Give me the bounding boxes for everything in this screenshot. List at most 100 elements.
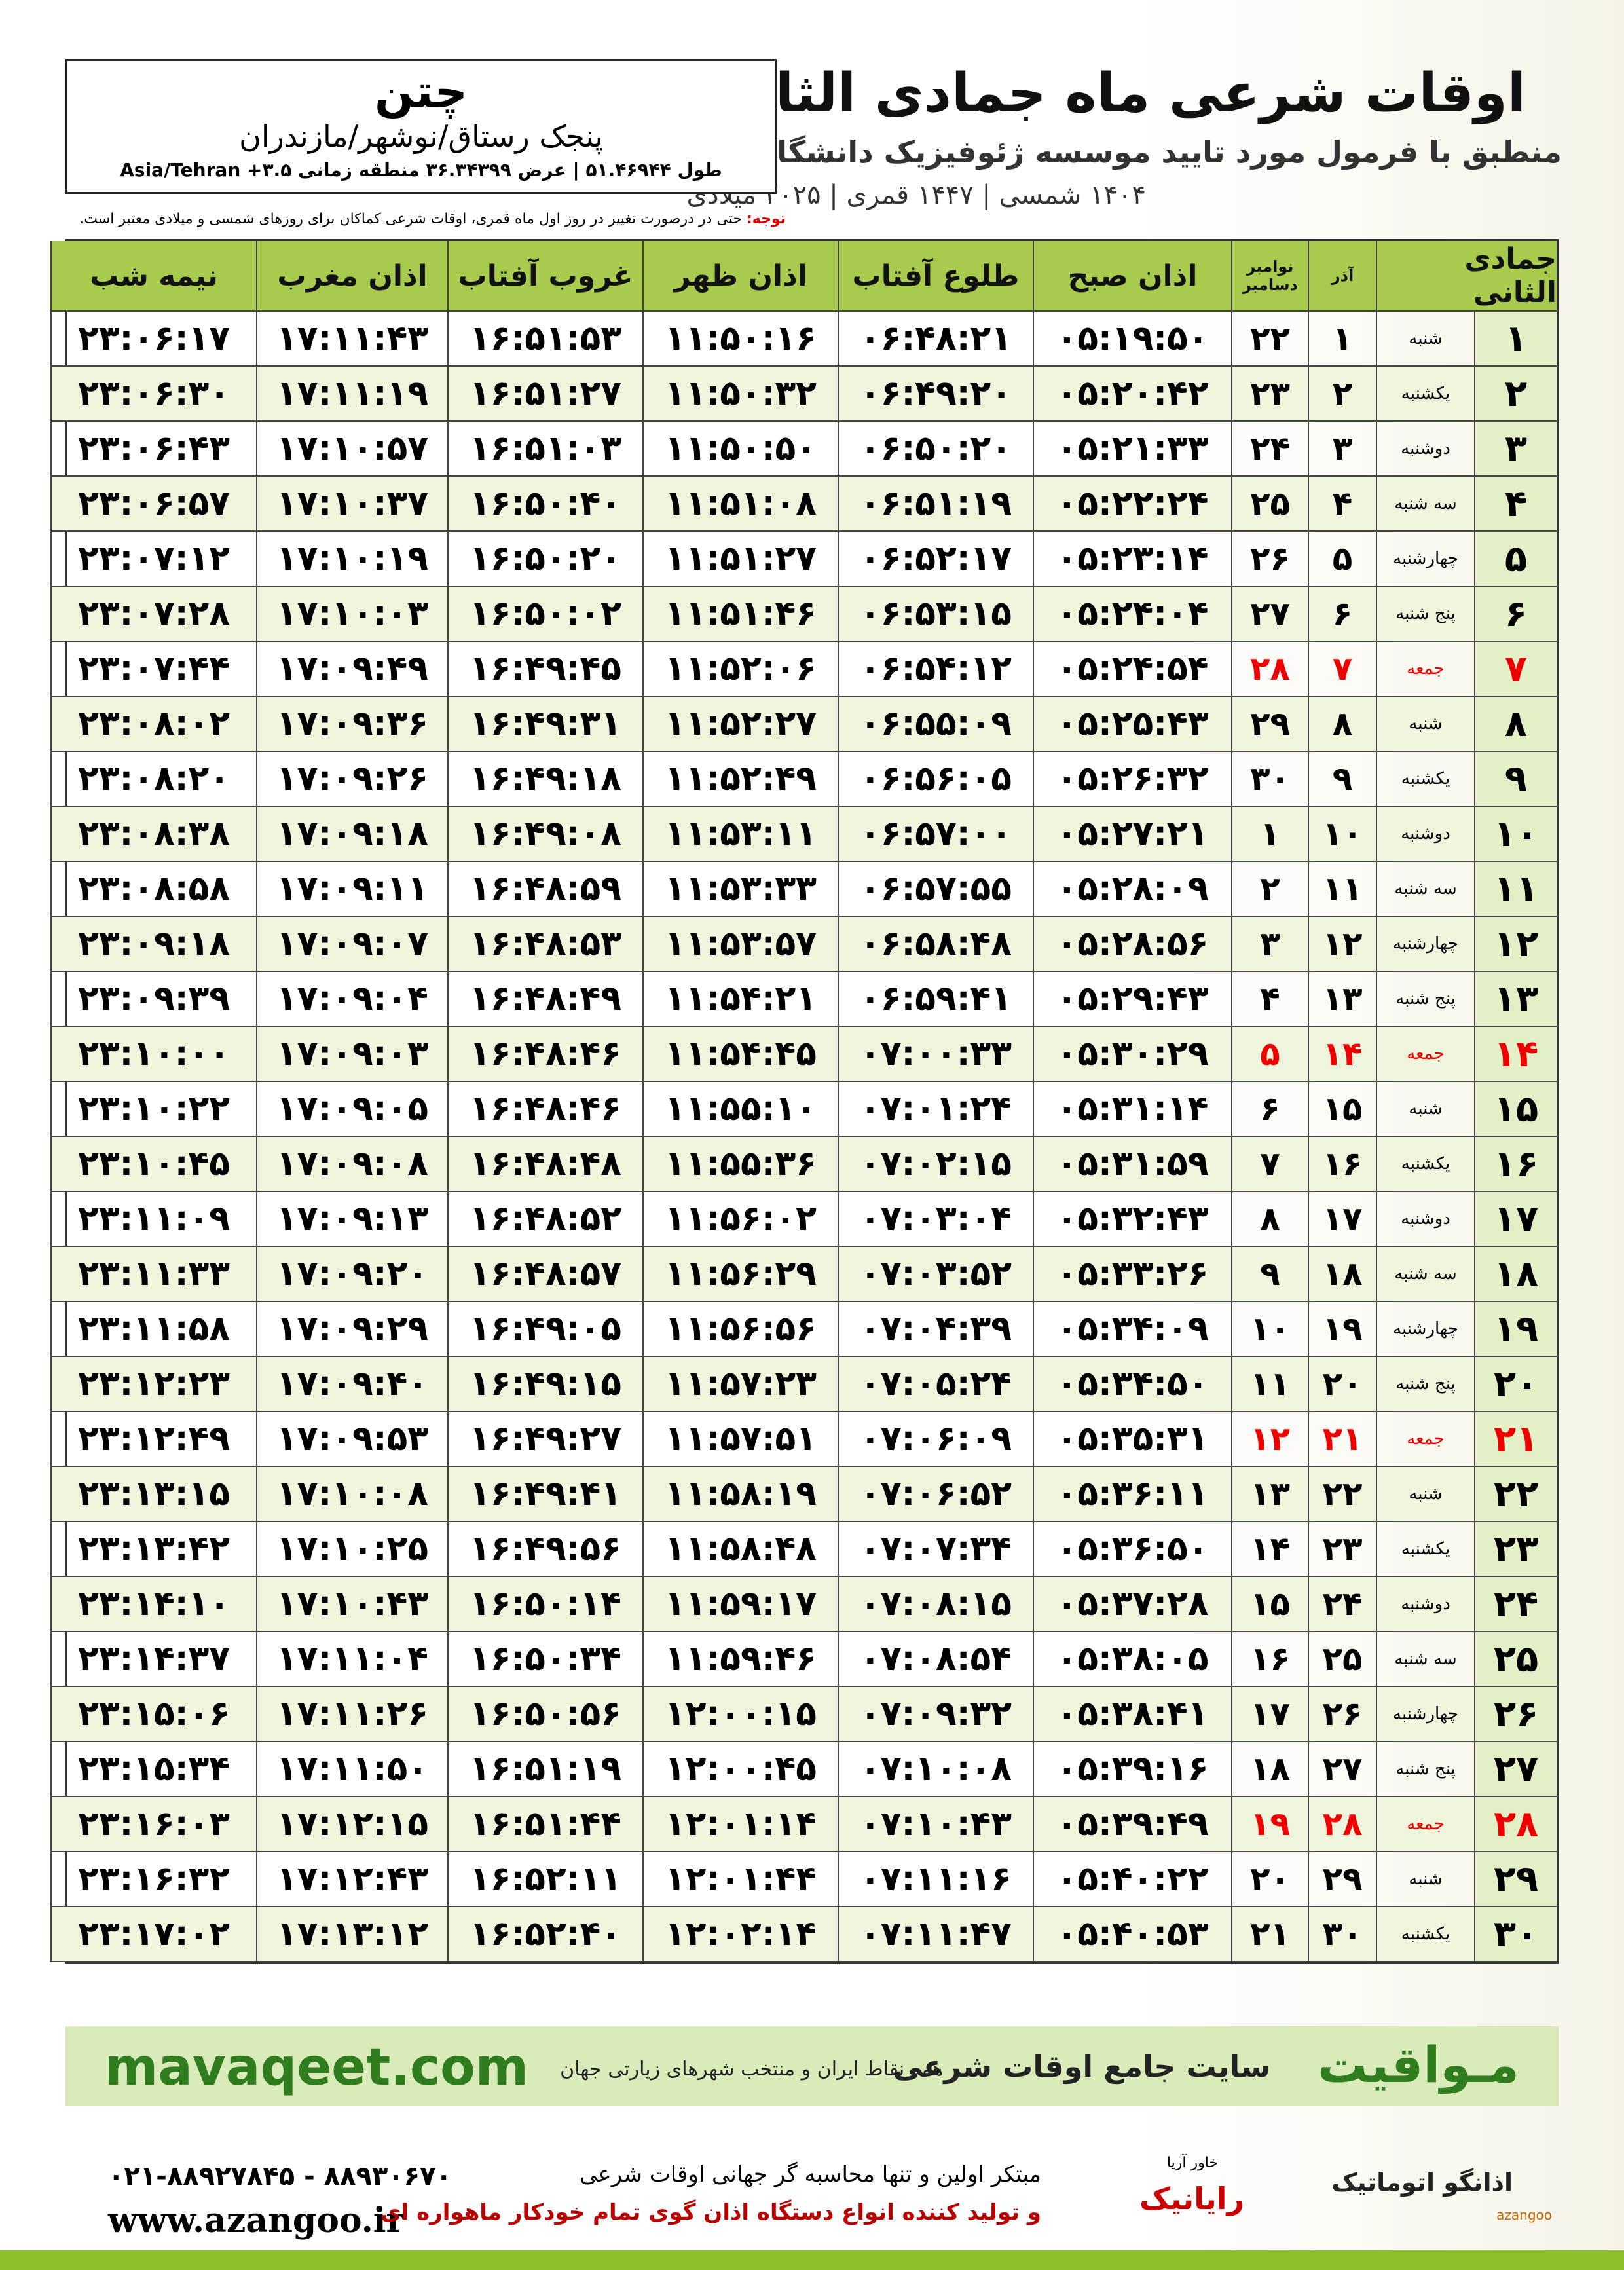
time-cell: ۱۷:۰۹:۱۳ [256, 1192, 447, 1247]
title: اوقات شرعی ماه جمادی الثانی [701, 62, 1526, 124]
time-cell: ۲۳:۰۹:۱۸ [50, 917, 256, 972]
time-cell: ۱۱:۵۰:۱۶ [642, 312, 838, 367]
day-cell: ۳ [1474, 422, 1557, 477]
time-cell: ۱۱:۵۸:۱۹ [642, 1467, 838, 1522]
time-cell: ۲۳:۰۶:۱۷ [50, 312, 256, 367]
greg-cell: ۱۶ [1231, 1632, 1308, 1687]
day-cell: ۲۴ [1474, 1577, 1557, 1632]
time-cell: ۰۵:۳۹:۱۶ [1033, 1742, 1231, 1797]
header-cell: اذان ظهر [642, 241, 838, 312]
time-cell: ۱۷:۱۰:۱۹ [256, 532, 447, 587]
day-cell: ۱ [1474, 312, 1557, 367]
time-cell: ۱۷:۰۹:۲۹ [256, 1302, 447, 1357]
weekday-cell: دوشنبه [1376, 1577, 1474, 1632]
azar-cell: ۱۰ [1308, 807, 1376, 862]
azar-cell: ۳ [1308, 422, 1376, 477]
time-cell: ۱۶:۵۰:۵۶ [447, 1687, 642, 1742]
header-cell: اذان مغرب [256, 241, 447, 312]
time-cell: ۰۷:۰۹:۳۲ [838, 1687, 1033, 1742]
location-box: چتن پنجک رستاق/نوشهر/مازندران طول ۵۱.۴۶۹… [65, 59, 777, 194]
time-cell: ۱۱:۵۴:۲۱ [642, 972, 838, 1027]
web[interactable]: www.azangoo.ir [108, 2201, 404, 2241]
time-cell: ۱۶:۴۹:۰۵ [447, 1302, 642, 1357]
azar-cell: ۴ [1308, 477, 1376, 532]
time-cell: ۰۷:۰۷:۳۴ [838, 1522, 1033, 1577]
weekday-cell: یکشنبه [1376, 752, 1474, 807]
time-cell: ۱۷:۰۹:۰۳ [256, 1027, 447, 1082]
time-cell: ۰۵:۱۹:۵۰ [1033, 312, 1231, 367]
greg-cell: ۱۰ [1231, 1302, 1308, 1357]
weekday-cell: سه شنبه [1376, 477, 1474, 532]
time-cell: ۰۶:۴۹:۲۰ [838, 367, 1033, 422]
greg-cell: ۱۲ [1231, 1412, 1308, 1467]
day-cell: ۱۷ [1474, 1192, 1557, 1247]
weekday-cell: چهارشنبه [1376, 917, 1474, 972]
location-region: پنجک رستاق/نوشهر/مازندران [239, 119, 603, 154]
time-cell: ۱۷:۰۹:۰۷ [256, 917, 447, 972]
header-cell: غروب آفتاب [447, 241, 642, 312]
time-cell: ۲۳:۰۷:۲۸ [50, 587, 256, 642]
time-cell: ۰۷:۰۸:۵۴ [838, 1632, 1033, 1687]
time-cell: ۱۶:۵۰:۰۲ [447, 587, 642, 642]
weekday-cell: چهارشنبه [1376, 1687, 1474, 1742]
greg-cell: ۲۷ [1231, 587, 1308, 642]
time-cell: ۲۳:۱۱:۰۹ [50, 1192, 256, 1247]
greg-cell: ۲۸ [1231, 642, 1308, 697]
day-cell: ۱۳ [1474, 972, 1557, 1027]
time-cell: ۰۵:۳۳:۲۶ [1033, 1247, 1231, 1302]
time-cell: ۲۳:۰۶:۳۰ [50, 367, 256, 422]
day-cell: ۹ [1474, 752, 1557, 807]
time-cell: ۱۱:۵۲:۴۹ [642, 752, 838, 807]
time-cell: ۲۳:۰۸:۲۰ [50, 752, 256, 807]
time-cell: ۱۷:۰۹:۴۹ [256, 642, 447, 697]
greg-cell: ۱۹ [1231, 1797, 1308, 1852]
time-cell: ۰۶:۵۸:۴۸ [838, 917, 1033, 972]
time-cell: ۱۱:۵۶:۵۶ [642, 1302, 838, 1357]
header-cell: نوامبر دسامبر [1231, 241, 1308, 312]
time-cell: ۰۵:۲۸:۰۹ [1033, 862, 1231, 917]
time-cell: ۰۵:۳۷:۲۸ [1033, 1577, 1231, 1632]
time-cell: ۰۷:۰۳:۵۲ [838, 1247, 1033, 1302]
greg-cell: ۱۷ [1231, 1687, 1308, 1742]
time-cell: ۱۲:۰۰:۴۵ [642, 1742, 838, 1797]
logo: azangoo [1496, 2207, 1552, 2223]
time-cell: ۱۷:۱۱:۵۰ [256, 1742, 447, 1797]
site[interactable]: mavaqeet.com [105, 2038, 529, 2097]
azar-cell: ۲۷ [1308, 1742, 1376, 1797]
weekday-cell: جمعه [1376, 1412, 1474, 1467]
time-cell: ۰۶:۵۲:۱۷ [838, 532, 1033, 587]
weekday-cell: شنبه [1376, 1467, 1474, 1522]
time-cell: ۱۷:۰۹:۰۸ [256, 1137, 447, 1192]
note: توجه: حتی در درصورت تغییر در روز اول ماه… [65, 211, 786, 227]
azar-cell: ۱۶ [1308, 1137, 1376, 1192]
azar-cell: ۱۲ [1308, 917, 1376, 972]
time-cell: ۰۶:۵۹:۴۱ [838, 972, 1033, 1027]
time-cell: ۱۷:۱۰:۳۷ [256, 477, 447, 532]
dates: ۱۴۰۴ شمسی | ۱۴۴۷ قمری | ۲۰۲۵ میلادی [686, 180, 1146, 210]
azar-cell: ۱۱ [1308, 862, 1376, 917]
weekday-cell: دوشنبه [1376, 422, 1474, 477]
azar-cell: ۹ [1308, 752, 1376, 807]
day-cell: ۲۵ [1474, 1632, 1557, 1687]
time-cell: ۱۱:۵۷:۲۳ [642, 1357, 838, 1412]
time-cell: ۰۷:۰۰:۳۳ [838, 1027, 1033, 1082]
time-cell: ۰۶:۵۴:۱۲ [838, 642, 1033, 697]
day-cell: ۲۳ [1474, 1522, 1557, 1577]
time-cell: ۲۳:۱۵:۰۶ [50, 1687, 256, 1742]
weekday-cell: سه شنبه [1376, 862, 1474, 917]
time-cell: ۱۷:۰۹:۳۶ [256, 697, 447, 752]
time-cell: ۲۳:۰۷:۱۲ [50, 532, 256, 587]
time-cell: ۰۶:۵۶:۰۵ [838, 752, 1033, 807]
time-cell: ۱۷:۰۹:۰۴ [256, 972, 447, 1027]
day-cell: ۱۰ [1474, 807, 1557, 862]
time-cell: ۰۵:۲۵:۴۳ [1033, 697, 1231, 752]
time-cell: ۱۱:۵۰:۵۰ [642, 422, 838, 477]
azar-cell: ۲ [1308, 367, 1376, 422]
time-cell: ۰۵:۳۶:۵۰ [1033, 1522, 1231, 1577]
bottom-bar [0, 2250, 1624, 2270]
day-cell: ۱۸ [1474, 1247, 1557, 1302]
greg-cell: ۱۸ [1231, 1742, 1308, 1797]
time-cell: ۰۵:۲۸:۵۶ [1033, 917, 1231, 972]
day-cell: ۷ [1474, 642, 1557, 697]
